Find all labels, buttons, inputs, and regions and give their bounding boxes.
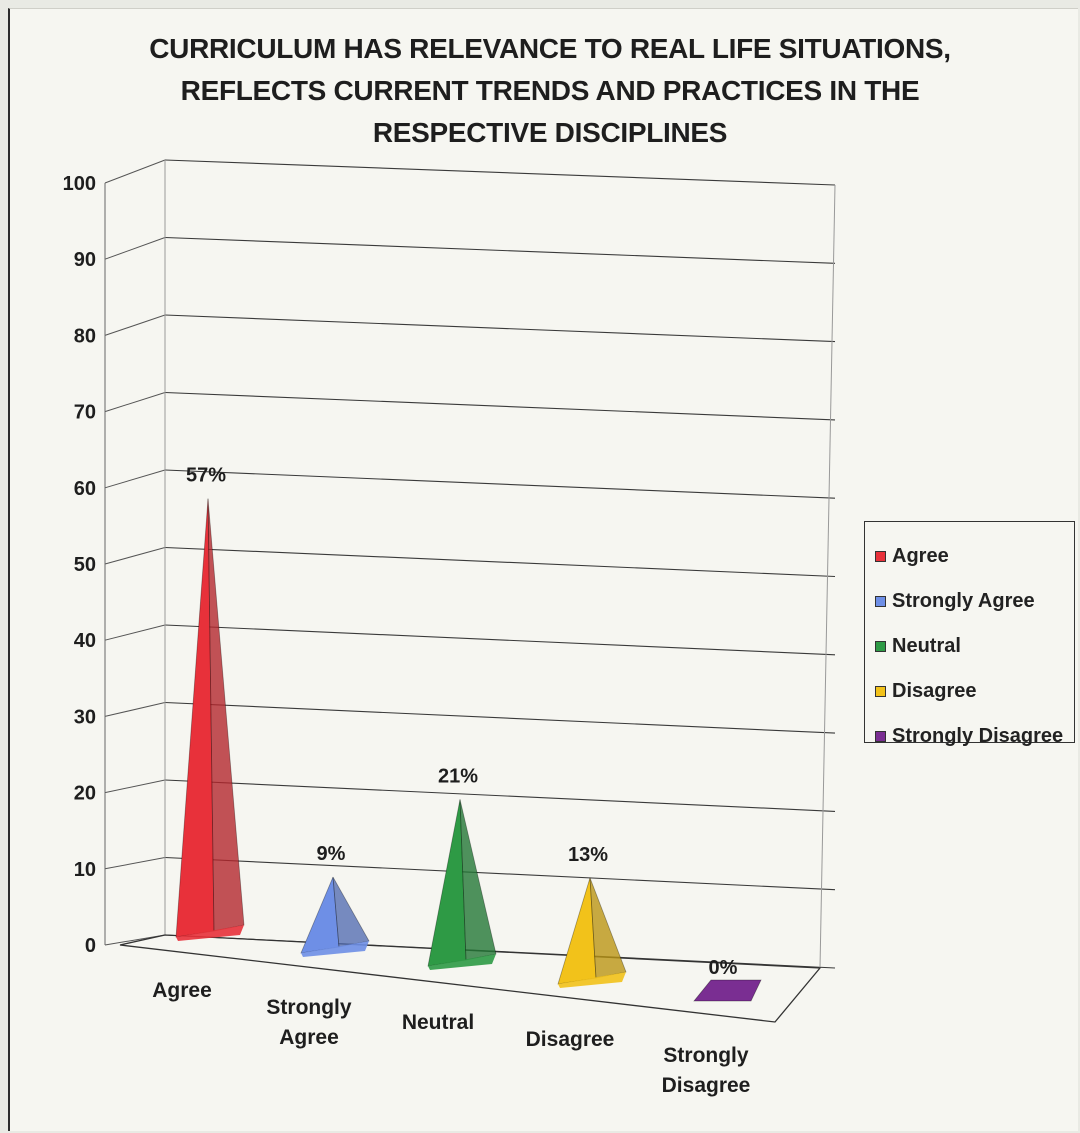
y-tick-label-40: 40 <box>74 630 96 652</box>
legend-swatch-disagree <box>875 686 886 697</box>
x-tick-label-agree: Agree <box>152 979 212 1002</box>
x-tick-label-disagree: Disagree <box>526 1028 615 1051</box>
legend-swatch-neutral <box>875 641 886 652</box>
side-gridline-30 <box>104 702 166 717</box>
y-tick-label-70: 70 <box>74 402 96 424</box>
legend-item-strongly-agree: Strongly Agree <box>865 579 1074 624</box>
data-label-agree: 57% <box>186 465 226 487</box>
side-gridline-40 <box>104 624 166 641</box>
x-tick-label-strongly-agree-line-2: Agree <box>279 1026 339 1049</box>
pyramid-agree-shade <box>208 498 244 931</box>
legend-label-strongly-agree: Strongly Agree <box>892 590 1035 612</box>
gridline-80 <box>164 314 836 343</box>
legend-item-strongly-disagree: Strongly Disagree <box>865 714 1074 759</box>
legend-swatch-strongly-agree <box>875 596 886 607</box>
chart-title: CURRICULUM HAS RELEVANCE TO REAL LIFE SI… <box>120 28 980 154</box>
x-tick-label-strongly-disagree-line-1: Strongly <box>663 1044 748 1067</box>
y-tick-label-80: 80 <box>74 325 96 347</box>
pyramid-strongly-disagree-slab <box>693 979 762 1002</box>
legend-item-neutral: Neutral <box>865 624 1074 669</box>
gridline-100 <box>164 159 836 186</box>
pyramid-neutral-base <box>428 954 496 970</box>
back-wall-right-edge <box>819 184 836 969</box>
pyramid-disagree-front-face <box>557 877 597 985</box>
data-label-neutral: 21% <box>438 765 478 787</box>
y-tick-label-30: 30 <box>74 706 96 728</box>
x-tick-label-strongly-agree-line-1: Strongly <box>266 996 351 1019</box>
side-gridline-50 <box>104 547 166 565</box>
legend-label-agree: Agree <box>892 545 949 567</box>
gridline-20 <box>164 779 836 812</box>
chart-title-line-3: RESPECTIVE DISCIPLINES <box>372 117 728 148</box>
legend-swatch-strongly-disagree <box>875 731 886 742</box>
legend-label-strongly-disagree: Strongly Disagree <box>892 725 1064 747</box>
side-gridline-60 <box>104 469 166 489</box>
pyramid-disagree-shade <box>590 877 626 978</box>
gridline-40 <box>164 624 836 656</box>
chart-legend: Agree Strongly Agree Neutral Disagree St… <box>864 521 1075 747</box>
y-tick-label-20: 20 <box>74 783 96 805</box>
side-gridline-80 <box>104 314 166 336</box>
x-tick-label-neutral: Neutral <box>402 1011 474 1034</box>
side-gridline-20 <box>104 779 166 794</box>
gridline-10 <box>164 856 836 891</box>
chart-title-line-2: REFLECTS CURRENT TRENDS AND PRACTICES IN… <box>180 75 920 106</box>
legend-label-disagree: Disagree <box>892 680 977 702</box>
legend-swatch-agree <box>875 551 886 562</box>
side-gridline-90 <box>104 237 166 260</box>
pyramid-strongly-agree-shade <box>333 877 369 947</box>
side-gridline-70 <box>104 392 166 413</box>
gridline-90 <box>164 236 836 264</box>
gridline-50 <box>164 546 836 578</box>
pyramid-agree-base <box>176 925 244 941</box>
gridline-70 <box>164 391 836 421</box>
y-tick-label-60: 60 <box>74 478 96 500</box>
y-tick-label-10: 10 <box>74 859 96 881</box>
pyramid-agree-front-face <box>175 498 215 938</box>
pyramid-strongly-agree-front-face <box>300 876 340 954</box>
chart-title-line-1: CURRICULUM HAS RELEVANCE TO REAL LIFE SI… <box>149 33 951 64</box>
side-gridline-100 <box>104 159 166 184</box>
legend-item-disagree: Disagree <box>865 669 1074 714</box>
gridline-30 <box>164 701 836 734</box>
x-tick-label-strongly-disagree-line-2: Disagree <box>662 1074 751 1097</box>
pyramid-neutral-shade <box>460 799 496 960</box>
y-tick-label-50: 50 <box>74 554 96 576</box>
pyramid-strongly-agree-base <box>301 941 369 957</box>
data-label-strongly-disagree: 0% <box>709 957 738 979</box>
data-label-disagree: 13% <box>568 844 608 866</box>
y-tick-label-0: 0 <box>85 935 96 957</box>
pyramid-disagree-base <box>558 972 626 988</box>
gridline-60 <box>164 469 836 499</box>
floor-outline <box>119 934 822 1023</box>
legend-label-neutral: Neutral <box>892 635 961 657</box>
pyramid-neutral-front-face <box>427 799 467 967</box>
data-label-strongly-agree: 9% <box>317 843 346 865</box>
legend-item-agree: Agree <box>865 534 1074 579</box>
y-tick-label-90: 90 <box>74 249 96 271</box>
side-gridline-10 <box>104 857 166 870</box>
y-tick-label-100: 100 <box>63 173 96 195</box>
